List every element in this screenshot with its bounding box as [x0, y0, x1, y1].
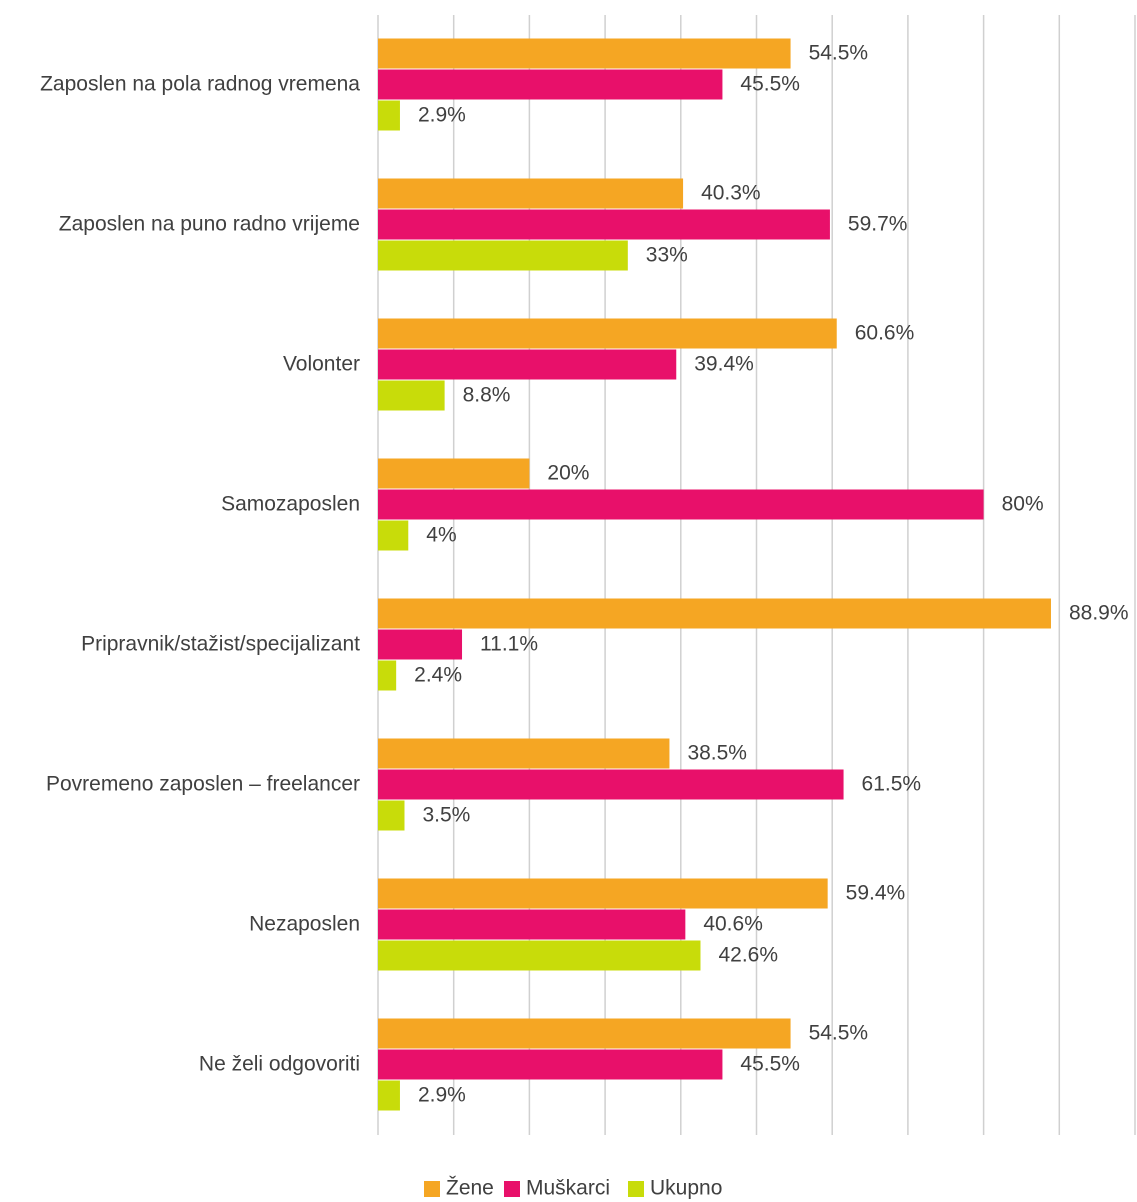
category-label: Volonter	[283, 353, 360, 376]
bar	[378, 629, 463, 660]
bar	[378, 1080, 400, 1111]
bar	[378, 769, 844, 800]
legend-label: Žene	[446, 1177, 494, 1200]
legend-swatch	[504, 1181, 520, 1197]
bar	[378, 660, 397, 691]
bar	[378, 240, 628, 271]
legend-swatch	[424, 1181, 440, 1197]
category-label: Zaposlen na pola radnog vremena	[40, 73, 360, 96]
bar	[378, 738, 670, 769]
bar	[378, 380, 445, 411]
legend-label: Ukupno	[650, 1177, 722, 1200]
bar	[378, 520, 409, 551]
bar	[378, 209, 830, 240]
value-label: 4%	[426, 524, 456, 547]
value-label: 2.9%	[418, 1084, 466, 1107]
value-label: 11.1%	[480, 633, 538, 656]
bar	[378, 178, 684, 209]
category-label: Ne želi odgovoriti	[199, 1053, 360, 1076]
value-label: 88.9%	[1069, 602, 1129, 625]
bar	[378, 940, 701, 971]
bar	[378, 598, 1051, 629]
bar	[378, 38, 791, 69]
value-label: 2.4%	[414, 664, 462, 687]
value-label: 59.7%	[848, 213, 908, 236]
value-label: 45.5%	[740, 73, 800, 96]
value-label: 42.6%	[718, 944, 778, 967]
legend-label: Muškarci	[526, 1177, 610, 1200]
value-label: 60.6%	[855, 322, 915, 345]
value-label: 61.5%	[862, 773, 922, 796]
bar	[378, 1049, 723, 1080]
value-label: 54.5%	[809, 42, 869, 65]
bar	[378, 318, 837, 349]
category-label: Nezaposlen	[249, 913, 360, 936]
value-label: 3.5%	[422, 804, 470, 827]
value-label: 80%	[1002, 493, 1044, 516]
bar	[378, 458, 530, 489]
value-label: 40.3%	[701, 182, 761, 205]
value-label: 33%	[646, 244, 688, 267]
bar	[378, 1018, 791, 1049]
value-label: 20%	[547, 462, 589, 485]
bar	[378, 800, 405, 831]
value-label: 39.4%	[694, 353, 754, 376]
legend-swatch	[628, 1181, 644, 1197]
value-label: 2.9%	[418, 104, 466, 127]
value-label: 8.8%	[463, 384, 511, 407]
bar	[378, 878, 828, 909]
value-label: 40.6%	[703, 913, 763, 936]
category-label: Zaposlen na puno radno vrijeme	[59, 213, 360, 236]
category-label: Samozaposlen	[221, 493, 360, 516]
bar	[378, 69, 723, 100]
bar	[378, 489, 984, 520]
value-label: 38.5%	[687, 742, 747, 765]
bar	[378, 349, 677, 380]
value-label: 45.5%	[740, 1053, 800, 1076]
category-label: Pripravnik/stažist/specijalizant	[81, 633, 360, 656]
category-label: Povremeno zaposlen – freelancer	[46, 773, 360, 796]
value-label: 59.4%	[846, 882, 906, 905]
bar	[378, 909, 686, 940]
bar	[378, 100, 400, 131]
value-label: 54.5%	[809, 1022, 869, 1045]
